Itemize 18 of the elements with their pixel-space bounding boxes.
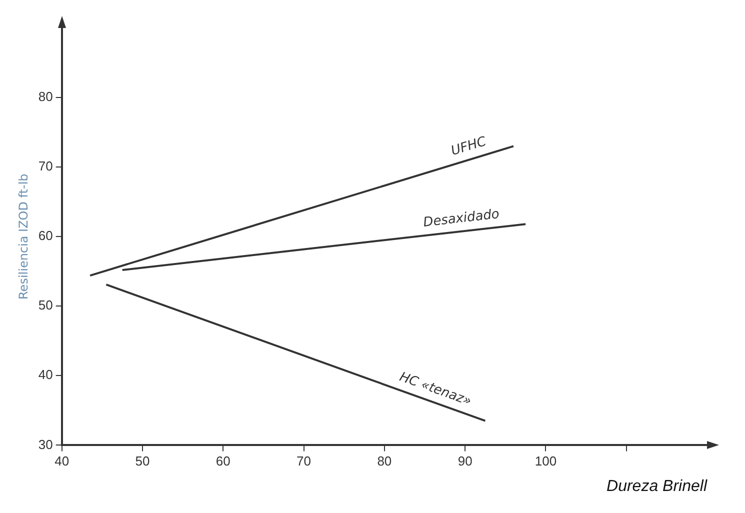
x-tick-label: 60 [216,454,230,469]
x-tick-label: 50 [135,454,150,469]
x-tick-label: 40 [54,454,70,469]
text: HC «tenaz» [397,370,474,410]
x-tick-label: 100 [534,454,557,469]
y-tick-label: 50 [38,298,53,313]
y-tick-label: 60 [38,228,53,244]
y-tick-label: 80 [38,89,53,104]
x-axis-title: Dureza Brinell [606,478,708,495]
y-tick-label: 30 [38,436,53,452]
y-tick-label: 70 [38,158,53,174]
y-tick-label: 40 [38,367,53,382]
x-tick-label: 80 [377,454,392,469]
text: Desaxidado [422,206,500,230]
x-tick-label: 70 [296,454,312,469]
y-axis-title: Resiliencia IZOD ft-lb [16,174,30,300]
text: UFHC [449,134,489,160]
x-tick-label: 90 [458,454,472,469]
